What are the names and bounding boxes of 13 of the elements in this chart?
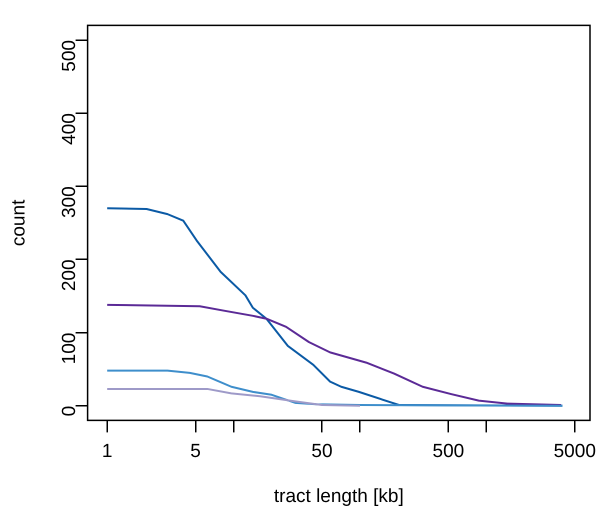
y-tick-label: 400 (58, 113, 80, 145)
x-tick-label: 5000 (554, 441, 596, 462)
x-tick-label: 1 (102, 441, 112, 462)
y-tick-label: 100 (58, 332, 80, 364)
y-tick-label: 500 (58, 40, 80, 72)
y-tick-label: 0 (58, 406, 80, 416)
x-tick-label: 50 (311, 441, 333, 462)
y-axis-title: count (8, 198, 30, 246)
x-tick-label: 5 (190, 441, 201, 462)
x-axis-title: tract length [kb] (274, 486, 404, 507)
x-tick-label: 500 (432, 441, 464, 462)
y-tick-label: 200 (58, 259, 80, 292)
y-tick-label: 300 (58, 186, 80, 218)
